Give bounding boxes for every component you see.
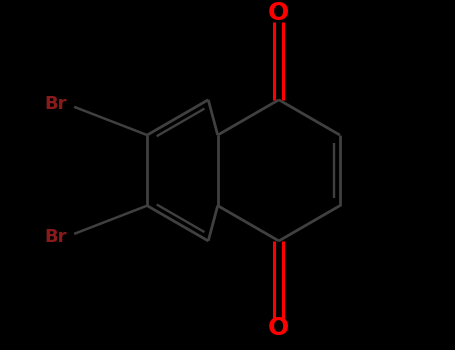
Text: Br: Br [44,228,66,246]
Text: O: O [268,316,289,340]
Text: O: O [268,1,289,24]
Text: Br: Br [44,94,66,113]
